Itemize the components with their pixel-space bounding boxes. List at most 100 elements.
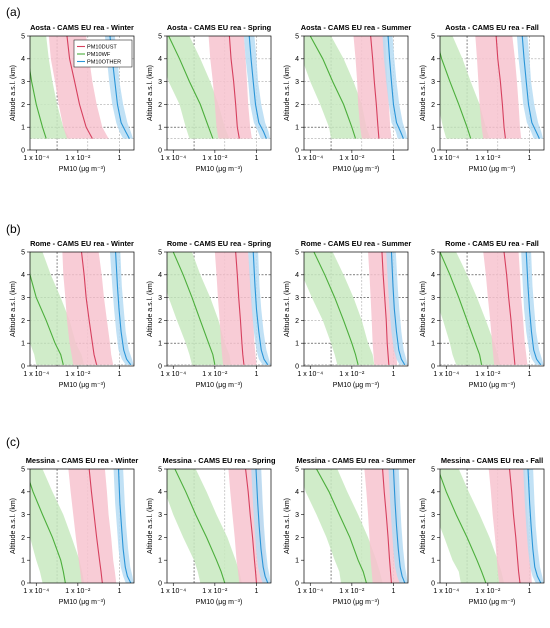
other-line: [255, 469, 269, 583]
panel-title: Aosta - CAMS EU rea - Winter: [30, 23, 134, 32]
panel-title: Aosta - CAMS EU rea - Summer: [301, 23, 412, 32]
wf-band: [440, 36, 490, 139]
y-tick-label: 1: [295, 558, 299, 565]
wf-line: [30, 481, 66, 583]
wf-line: [30, 272, 64, 365]
panel-title: Rome - CAMS EU rea - Fall: [445, 239, 539, 248]
y-tick-label: 5: [21, 33, 25, 40]
wf-line: [172, 252, 216, 365]
y-tick-label: 2: [21, 535, 25, 542]
y-tick-label: 2: [295, 318, 299, 325]
x-axis-label: PM10 (μg m⁻³): [333, 166, 380, 173]
y-tick-label: 1: [431, 125, 435, 132]
y-tick-label: 3: [431, 295, 435, 302]
y-tick-label: 0: [295, 580, 299, 587]
x-tick-label: 1: [118, 155, 122, 162]
dust-band: [68, 469, 117, 583]
x-tick-label: 1 x 10⁻²: [202, 155, 228, 162]
plot-frame: [166, 251, 272, 367]
x-tick-label: 1: [528, 588, 532, 595]
y-axis-label: Altitude a.s.l. (km): [284, 65, 291, 121]
x-axis-label: PM10 (μg m⁻³): [196, 599, 243, 606]
y-tick-label: 1: [295, 125, 299, 132]
wf-band: [440, 469, 505, 583]
series-group: [167, 252, 271, 366]
plot-frame: [166, 468, 272, 584]
x-tick-label: 1 x 10⁻²: [339, 155, 365, 162]
series-group: [167, 469, 271, 583]
chart-panel: Messina - CAMS EU rea - Spring 0 1 2 3 4 5 1 x …: [147, 456, 276, 606]
y-tick-label: 5: [431, 466, 435, 473]
y-tick-label: 4: [295, 489, 299, 496]
y-tick-label: 0: [21, 363, 25, 370]
x-tick-label: 1: [528, 371, 532, 378]
x-tick-label: 1 x 10⁻²: [65, 371, 91, 378]
y-tick-label: 4: [295, 56, 299, 63]
y-tick-label: 3: [158, 512, 162, 519]
y-tick-label: 4: [431, 56, 435, 63]
other-band: [243, 36, 271, 139]
wf-band: [30, 36, 70, 139]
other-line: [248, 36, 267, 139]
y-tick-label: 3: [431, 512, 435, 519]
chart-panel: Aosta - CAMS EU rea - Fall 0 1 2 3 4 5 1 x 10⁻⁴…: [420, 23, 545, 173]
dust-line: [235, 252, 245, 365]
y-tick-label: 1: [21, 558, 25, 565]
dust-line: [370, 36, 380, 139]
dust-line: [80, 252, 98, 365]
legend-entry: PM10DUST: [87, 45, 117, 51]
wf-band: [304, 469, 383, 583]
other-line: [390, 252, 406, 366]
series-group: [304, 252, 408, 366]
y-tick-label: 1: [431, 558, 435, 565]
x-tick-label: 1 x 10⁻⁴: [297, 371, 323, 378]
wf-line: [316, 469, 367, 583]
x-tick-label: 1 x 10⁻⁴: [160, 155, 186, 162]
x-tick-label: 1 x 10⁻⁴: [433, 155, 459, 162]
x-axis-label: PM10 (μg m⁻³): [196, 166, 243, 173]
chart-panel: Messina - CAMS EU rea - Summer 0 1 2 3 4 5 1 x …: [284, 456, 416, 606]
wf-line: [440, 472, 487, 583]
other-band: [109, 252, 134, 365]
x-axis-label: PM10 (μg m⁻³): [333, 382, 380, 389]
y-axis-label: Altitude a.s.l. (km): [147, 498, 154, 554]
x-axis-label: PM10 (μg m⁻³): [59, 382, 106, 389]
y-tick-label: 1: [158, 125, 162, 132]
other-line: [115, 252, 132, 366]
other-band: [521, 252, 544, 365]
y-tick-label: 4: [431, 489, 435, 496]
plot-frame: [439, 251, 545, 367]
x-tick-label: 1 x 10⁻²: [65, 155, 91, 162]
y-axis-label: Altitude a.s.l. (km): [10, 281, 17, 337]
series-group: [440, 469, 544, 583]
other-line: [252, 252, 269, 366]
plot-frame: [29, 35, 135, 151]
y-tick-label: 5: [158, 466, 162, 473]
y-tick-label: 2: [158, 318, 162, 325]
x-tick-label: 1 x 10⁻⁴: [23, 588, 49, 595]
x-tick-label: 1: [392, 155, 396, 162]
dust-line: [503, 252, 516, 365]
other-line: [527, 469, 542, 583]
x-axis-label: PM10 (μg m⁻³): [469, 599, 516, 606]
dust-line: [508, 469, 521, 583]
y-axis-label: Altitude a.s.l. (km): [147, 65, 154, 121]
series-group: [30, 252, 134, 366]
x-tick-label: 1: [118, 371, 122, 378]
plot-frame: [29, 468, 135, 584]
x-axis-label: PM10 (μg m⁻³): [469, 166, 516, 173]
series-group: [30, 469, 134, 583]
panel-title: Messina - CAMS EU rea - Summer: [296, 456, 415, 465]
wf-band: [304, 36, 371, 139]
x-tick-label: 1 x 10⁻⁴: [433, 371, 459, 378]
y-tick-label: 2: [295, 102, 299, 109]
x-axis-label: PM10 (μg m⁻³): [469, 382, 516, 389]
legend-entry: PM10OTHER: [87, 60, 121, 66]
dust-band: [48, 36, 109, 139]
plot-frame: [166, 35, 272, 151]
wf-band: [304, 252, 375, 365]
panel-title: Rome - CAMS EU rea - Winter: [30, 239, 134, 248]
dust-line: [381, 252, 390, 365]
row-label-a: (a): [6, 5, 21, 19]
